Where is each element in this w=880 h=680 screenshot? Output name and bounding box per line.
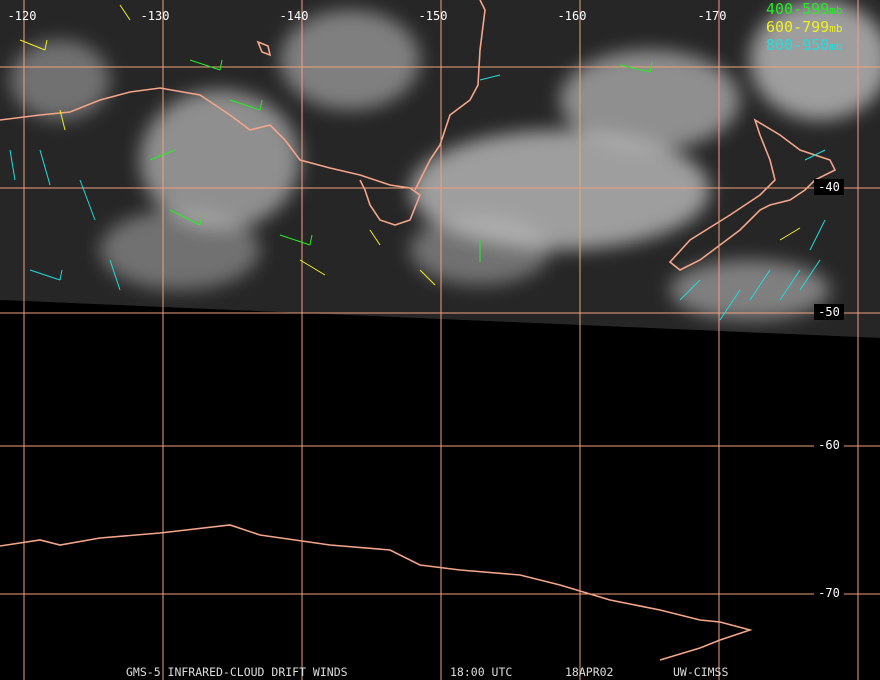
latitude-labels: -40 -50 -60 -70 — [814, 179, 844, 601]
footer-source: UW-CIMSS — [673, 665, 728, 679]
map-shape — [719, 289, 741, 321]
map-shape — [309, 234, 313, 246]
legend-entry: 600-799mb — [766, 18, 842, 36]
wind-barbs-400-599 — [149, 59, 653, 262]
map-shape — [219, 59, 223, 71]
latitude-label: -40 — [818, 180, 840, 194]
map-shape — [59, 269, 63, 281]
wind-barbs-600-799 — [19, 4, 801, 286]
map-shape — [169, 209, 201, 226]
map-shape — [299, 259, 326, 276]
map-shape — [19, 39, 46, 51]
map-shape — [10, 40, 110, 120]
map-shape — [649, 61, 653, 73]
latitude-label: -60 — [818, 438, 840, 452]
map-shape — [750, 0, 880, 120]
map-shape — [149, 149, 176, 161]
map-shape — [119, 4, 131, 21]
map-shape — [679, 279, 701, 301]
map-shape — [29, 269, 61, 281]
map-shape — [814, 585, 844, 601]
label-part: mb — [829, 40, 842, 53]
map-shape — [419, 269, 436, 286]
map-shape — [619, 64, 651, 73]
longitude-label: -170 — [698, 9, 727, 23]
map-shape — [189, 59, 221, 71]
label-part: 800-950 — [766, 36, 829, 54]
map-shape — [279, 234, 311, 246]
map-shape — [479, 74, 501, 81]
footer: GMS-5 INFRARED-CLOUD DRIFT WINDS 18:00 U… — [126, 665, 728, 679]
latitude-label: -70 — [818, 586, 840, 600]
longitude-label: -160 — [558, 9, 587, 23]
map-shape — [39, 149, 51, 186]
longitude-label: -120 — [8, 9, 37, 23]
label-part: 600-799 — [766, 18, 829, 36]
latitude-label: -50 — [818, 305, 840, 319]
map-shape — [560, 50, 740, 150]
longitude-label: -130 — [141, 9, 170, 23]
legend: 400-599mb 600-799mb 800-950mb — [766, 0, 842, 54]
footer-date: 18APR02 — [565, 665, 613, 679]
longitude-labels: -120 -130 -140 -150 -160 -170 — [8, 9, 727, 23]
map-shape — [140, 90, 300, 230]
map-shape — [814, 179, 844, 195]
map-shape — [814, 304, 844, 320]
map-shape — [100, 210, 260, 290]
cloud-imagery — [0, 0, 880, 338]
map-shape — [799, 259, 821, 291]
map-shape — [79, 179, 96, 221]
map-shape — [9, 149, 16, 181]
label-part: 400-599 — [766, 0, 829, 18]
map-shape — [44, 39, 48, 51]
map-shape — [369, 229, 381, 246]
wind-barbs-800-950 — [9, 74, 826, 321]
map-shape — [0, 87, 421, 226]
map-shape — [414, 0, 486, 191]
map-shape — [280, 10, 420, 110]
legend-entry: 800-950mb — [766, 36, 842, 54]
map-shape — [814, 437, 844, 453]
map-shape — [0, 524, 753, 661]
map-shape — [670, 260, 830, 320]
map-shape — [256, 40, 272, 57]
map-shape — [199, 214, 203, 226]
map-shape — [229, 99, 261, 111]
longitude-label: -150 — [419, 9, 448, 23]
footer-title: GMS-5 INFRARED-CLOUD DRIFT WINDS — [126, 665, 348, 679]
map-shape — [779, 227, 801, 241]
map-shape — [259, 99, 263, 111]
legend-entry: 400-599mb — [766, 0, 842, 18]
map-shape — [109, 259, 121, 291]
label-part: mb — [829, 4, 842, 17]
map-shape — [59, 109, 66, 131]
map-shape — [804, 149, 826, 161]
map-shape — [749, 269, 771, 301]
map-shape — [809, 219, 826, 251]
footer-time: 18:00 UTC — [450, 665, 512, 679]
label-part: mb — [829, 22, 842, 35]
map-shape — [779, 269, 801, 301]
longitude-label: -140 — [280, 9, 309, 23]
